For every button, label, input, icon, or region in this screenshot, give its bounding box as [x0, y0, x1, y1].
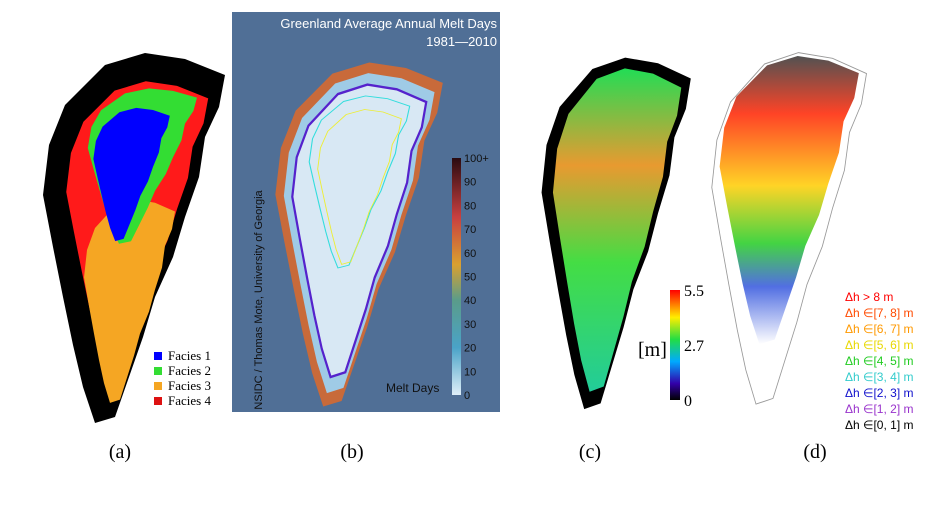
legend-label: Facies 1 — [168, 348, 211, 363]
caption-b: (b) — [340, 441, 363, 463]
legend-label: Δh ∈[1, 2] m — [845, 402, 914, 416]
colorbar-tick-label: 30 — [464, 319, 476, 331]
legend-label: Δh ∈[6, 7] m — [845, 322, 914, 336]
colorbar-tick-label: 5.5 — [684, 283, 704, 300]
colorbar-tick-label: 50 — [464, 272, 476, 284]
subtitle-b: 1981—2010 — [426, 34, 497, 49]
caption-a: (a) — [109, 441, 131, 463]
legend-label: Δh ∈[0, 1] m — [845, 418, 914, 432]
colorbar-tick-label: 20 — [464, 343, 476, 355]
title-b: Greenland Average Annual Melt Days — [280, 16, 497, 31]
colorbar-b-ticks: 0 10 20 30 40 50 60 70 80 90 100+ — [464, 153, 489, 402]
legend-label: Δh > 8 m — [845, 290, 893, 304]
legend-swatch — [154, 382, 162, 390]
colorbar-tick-label: 0 — [464, 390, 470, 402]
legend-swatch — [154, 367, 162, 375]
legend-swatch — [154, 352, 162, 360]
colorbar-tick-label: 100+ — [464, 153, 489, 165]
legend-label: Δh ∈[3, 4] m — [845, 370, 914, 384]
colorbar-tick-label: 40 — [464, 295, 476, 307]
legend-label: Facies 2 — [168, 363, 211, 378]
credit: NSIDC / Thomas Mote, University of Georg… — [253, 189, 265, 409]
colorbar-c — [670, 290, 680, 400]
colorbar-tick-label: 0 — [684, 393, 692, 410]
colorbar-b — [452, 158, 461, 395]
map-c — [541, 57, 691, 410]
colorbar-tick-label: 90 — [464, 177, 476, 189]
legend-label: Δh ∈[5, 6] m — [845, 338, 914, 352]
colorbar-tick-label: 10 — [464, 366, 476, 378]
legend-label: Δh ∈[4, 5] m — [845, 354, 914, 368]
colorbar-c-ticks: 0 2.7 5.5 — [684, 283, 704, 410]
legend-label: Δh ∈[2, 3] m — [845, 386, 914, 400]
colorbar-b-label: Melt Days — [386, 381, 439, 395]
colorbar-tick-label: 80 — [464, 200, 476, 212]
colorbar-tick-label: 60 — [464, 248, 476, 260]
colorbar-c-unit: [m] — [638, 339, 667, 361]
map-d — [711, 52, 867, 405]
caption-c: (c) — [579, 441, 601, 463]
legend-d: Δh > 8 m Δh ∈[7, 8] m Δh ∈[6, 7] m Δh ∈[5, … — [845, 290, 914, 432]
colorbar-tick-label: 2.7 — [684, 338, 704, 355]
legend-label: Δh ∈[7, 8] m — [845, 306, 914, 320]
legend-label: Facies 3 — [168, 378, 211, 393]
colorbar-tick-label: 70 — [464, 224, 476, 236]
legend-swatch — [154, 397, 162, 405]
legend-label: Facies 4 — [168, 393, 211, 408]
caption-d: (d) — [803, 441, 826, 463]
